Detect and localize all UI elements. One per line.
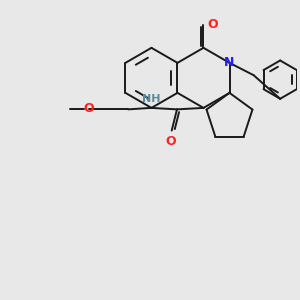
Text: O: O (207, 18, 217, 32)
Text: O: O (83, 102, 94, 115)
Text: N: N (224, 56, 235, 69)
Text: NH: NH (142, 94, 160, 104)
Text: O: O (165, 135, 175, 148)
